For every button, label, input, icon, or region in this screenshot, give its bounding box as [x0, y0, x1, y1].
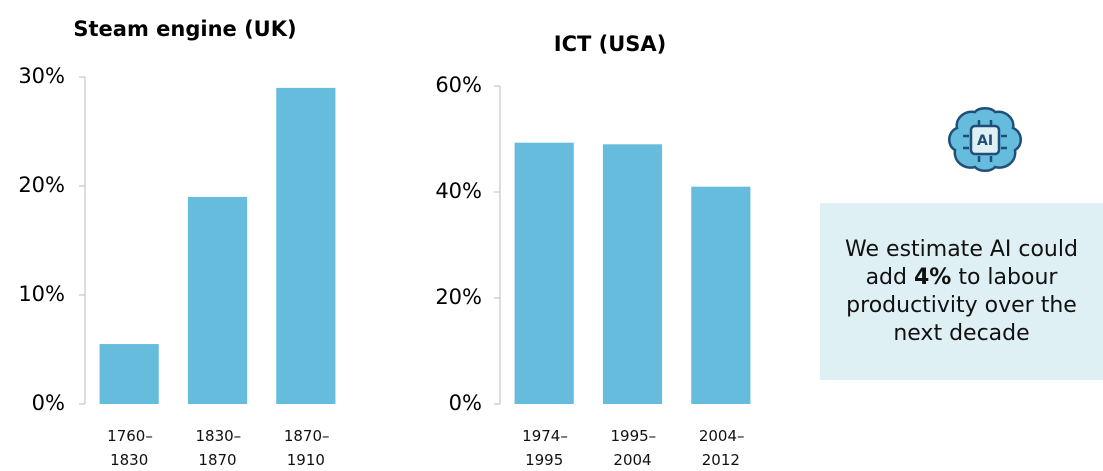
- x-tick-label-box: 1995–2004: [610, 427, 657, 469]
- bar: [602, 144, 663, 405]
- chart-title: Steam engine (UK): [73, 17, 296, 41]
- x-tick-label-box: 2004–2012: [698, 427, 745, 469]
- y-tick-label: 20%: [435, 285, 482, 309]
- x-tick-label: 2004–2012: [698, 427, 745, 469]
- bar: [99, 344, 159, 404]
- x-tick-label-box: 1870–1910: [283, 427, 330, 469]
- y-tick-label: 10%: [18, 282, 65, 306]
- y-tick-label: 0%: [32, 391, 65, 415]
- y-tick-label: 60%: [435, 73, 482, 97]
- x-tick-label: 1995–2004: [610, 427, 657, 469]
- y-tick-label: 30%: [18, 64, 65, 88]
- x-tick-label-box: 1830–1870: [195, 427, 242, 469]
- bar: [691, 186, 751, 404]
- bar: [276, 87, 336, 405]
- callout: We estimate AI could add 4% to labour pr…: [820, 203, 1103, 380]
- callout-text-before: We estimate AI could add: [845, 236, 1078, 290]
- x-tick-label: 1974–1995: [522, 427, 568, 469]
- chart-title: ICT (USA): [554, 32, 667, 56]
- y-tick-label: 40%: [435, 179, 482, 203]
- bar: [187, 196, 248, 404]
- y-tick-label: 0%: [449, 391, 482, 415]
- bar: [514, 142, 574, 404]
- x-tick-label: 1870–1910: [283, 427, 330, 469]
- callout-text-after: to labour productivity over the next dec…: [846, 264, 1077, 346]
- x-tick-label: 1830–1870: [195, 427, 242, 469]
- icon-label: AI: [977, 133, 993, 149]
- callout-text: We estimate AI could add 4% to labour pr…: [828, 236, 1095, 348]
- x-tick-label-box: 1760–1830: [107, 427, 153, 469]
- callout-bold: 4%: [913, 264, 952, 290]
- ai-icon: AI: [948, 107, 1022, 172]
- x-tick-label-box: 1974–1995: [522, 427, 568, 469]
- x-tick-label: 1760–1830: [107, 427, 153, 469]
- y-tick-label: 20%: [18, 173, 65, 197]
